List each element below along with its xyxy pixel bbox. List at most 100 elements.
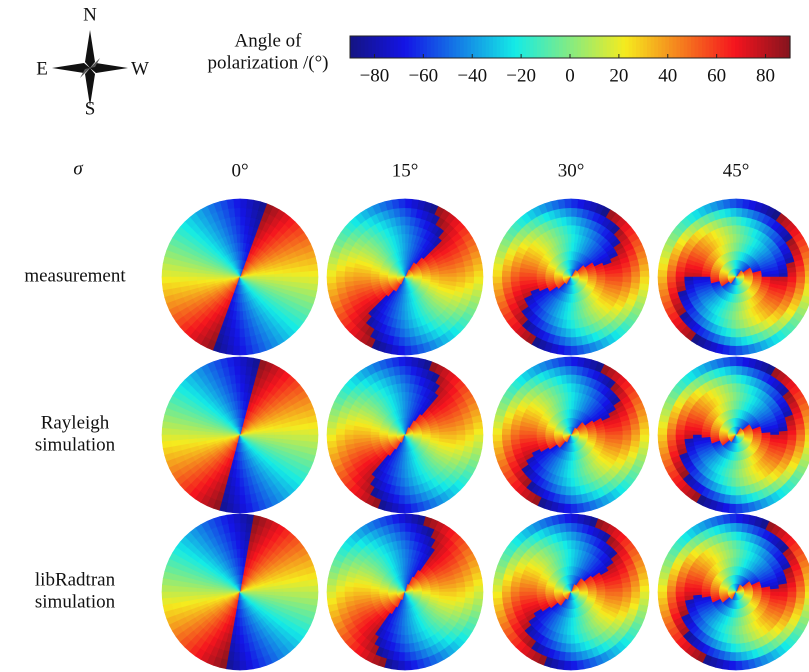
map-cell [240, 557, 243, 566]
colorbar-cell [621, 36, 625, 58]
colorbar-cell [636, 36, 640, 58]
map-cell [399, 337, 405, 346]
map-cell [393, 337, 400, 346]
colorbar-cell [559, 36, 563, 58]
colorbar-cell [445, 36, 449, 58]
map-cell [246, 199, 254, 208]
colorbar-cell [552, 36, 556, 58]
map-cell [300, 282, 309, 289]
map-cell [393, 652, 400, 661]
map-cell [398, 504, 405, 513]
column-label: 15° [392, 160, 419, 181]
polarization-disc [493, 357, 649, 513]
map-cell [240, 242, 243, 251]
map-cell [226, 345, 234, 354]
colorbar-tick-label: −20 [506, 65, 536, 86]
map-cell [292, 277, 301, 282]
map-cell [240, 400, 243, 409]
colorbar-cell [368, 36, 372, 58]
map-cell [474, 585, 483, 592]
colorbar-cell [702, 36, 706, 58]
map-cell [398, 661, 405, 670]
map-cell [245, 208, 252, 217]
map-cell [576, 208, 583, 217]
map-cell [440, 435, 449, 439]
map-cell [410, 366, 417, 375]
colorbar-label: polarization /(°) [207, 52, 328, 73]
colorbar-cell [640, 36, 644, 58]
row-label: simulation [35, 591, 116, 612]
map-cell [465, 282, 474, 289]
map-cell [344, 272, 353, 277]
map-cell [571, 346, 578, 355]
map-cell [405, 540, 410, 549]
map-cell [171, 429, 180, 435]
map-cell [292, 592, 301, 597]
colorbar-cell [772, 36, 776, 58]
map-cell [405, 199, 412, 208]
map-cell [465, 277, 474, 283]
map-cell [448, 592, 457, 597]
map-cell [402, 461, 405, 470]
map-cell [240, 383, 245, 392]
map-cell [400, 635, 405, 644]
map-cell [171, 265, 180, 272]
map-cell [640, 270, 649, 277]
map-cell [567, 312, 571, 321]
map-cell [571, 400, 574, 409]
colorbar-cell [354, 36, 358, 58]
colorbar-cell [489, 36, 493, 58]
compass-label: W [131, 58, 149, 79]
map-cell [162, 435, 171, 442]
colorbar-cell [764, 36, 768, 58]
map-cell [399, 652, 405, 661]
map-cell [188, 272, 197, 277]
map-cell [171, 586, 180, 592]
colorbar-cell [438, 36, 442, 58]
map-cell [245, 366, 252, 375]
map-cell [179, 430, 188, 435]
map-cell [405, 523, 411, 532]
map-cell [473, 441, 482, 449]
map-cell [327, 421, 336, 429]
colorbar-cell [453, 36, 457, 58]
map-cell [565, 337, 571, 346]
map-cell [431, 592, 440, 595]
map-cell [309, 592, 318, 599]
map-cell [401, 627, 405, 636]
colorbar-cell [405, 36, 409, 58]
map-cell [571, 225, 576, 234]
map-cell [353, 272, 362, 277]
map-cell [336, 586, 345, 592]
map-cell [571, 199, 578, 208]
colorbar-tick-label: 40 [658, 65, 677, 86]
map-cell [308, 598, 317, 606]
map-cell [410, 523, 417, 532]
colorbar-cell [687, 36, 691, 58]
map-cell [510, 272, 519, 277]
map-cell [474, 592, 483, 599]
colorbar-cell [530, 36, 534, 58]
map-cell [398, 346, 405, 355]
map-cell [448, 435, 457, 440]
map-cell [405, 557, 408, 566]
map-cell [398, 357, 405, 366]
map-cell [336, 271, 345, 277]
map-cell [536, 274, 545, 277]
colorbar-cell [533, 36, 537, 58]
colorbar-cell [684, 36, 688, 58]
compass-label: N [83, 4, 97, 25]
map-cell [405, 216, 410, 225]
colorbar-label: Angle of [234, 30, 302, 51]
map-cell [197, 588, 206, 592]
colorbar-cell [709, 36, 713, 58]
map-cell [559, 337, 566, 346]
colorbar-cell [460, 36, 464, 58]
map-cell [564, 346, 571, 355]
colorbar-tick-label: −60 [408, 65, 438, 86]
colorbar-cell [548, 36, 552, 58]
map-cell [235, 329, 240, 338]
colorbar-cell [511, 36, 515, 58]
map-cell [336, 580, 345, 587]
colorbar-cell [720, 36, 724, 58]
